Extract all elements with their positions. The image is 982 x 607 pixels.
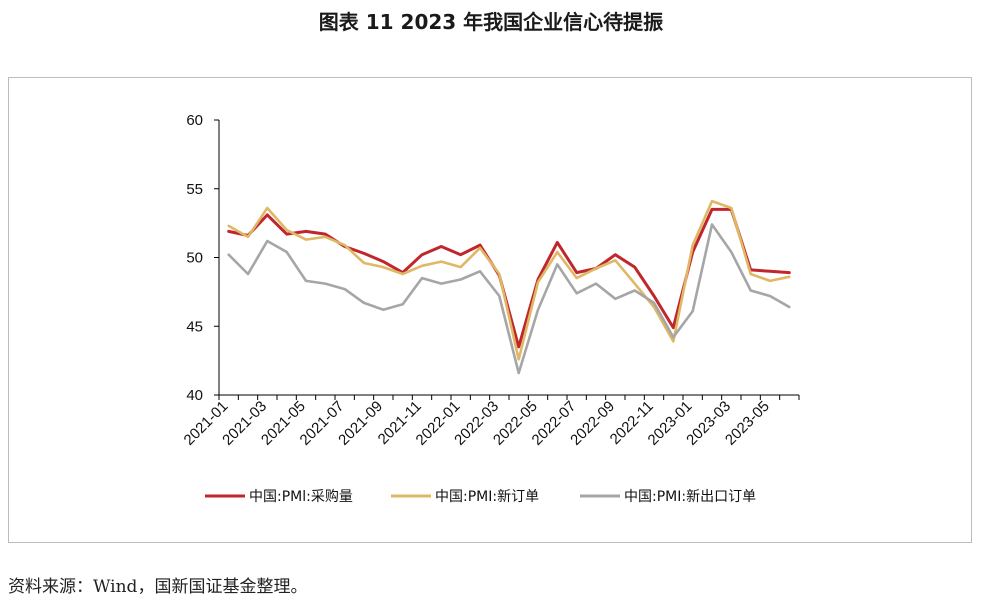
- series-lines: [227, 199, 791, 375]
- y-tick-label: 45: [186, 318, 203, 335]
- y-tick-label: 55: [186, 181, 203, 198]
- axes: 40455055602021-012021-032021-052021-0720…: [181, 112, 800, 449]
- legend-label: 中国:PMI:新出口订单: [624, 489, 756, 505]
- y-tick-label: 60: [186, 112, 203, 129]
- series-line: [227, 199, 791, 361]
- y-tick-label: 40: [186, 387, 203, 404]
- legend-label: 中国:PMI:新订单: [435, 489, 539, 505]
- legend-label: 中国:PMl:采购量: [249, 489, 353, 505]
- series-line: [227, 223, 791, 375]
- legend: 中国:PMl:采购量 中国:PMI:新订单 中国:PMI:新出口订单: [205, 489, 756, 505]
- series-line: [227, 207, 791, 349]
- y-tick-label: 50: [186, 250, 203, 267]
- line-chart: 40455055602021-012021-032021-052021-0720…: [181, 112, 800, 505]
- chart-frame: 40 45 50 55 60 2021-01 2021-03 2021-05 2021-07 20…: [8, 77, 972, 543]
- source-note: 资料来源：Wind，国新国证基金整理。: [8, 577, 308, 597]
- page-title: 图表 11 2023 年我国企业信心待提振: [318, 10, 664, 34]
